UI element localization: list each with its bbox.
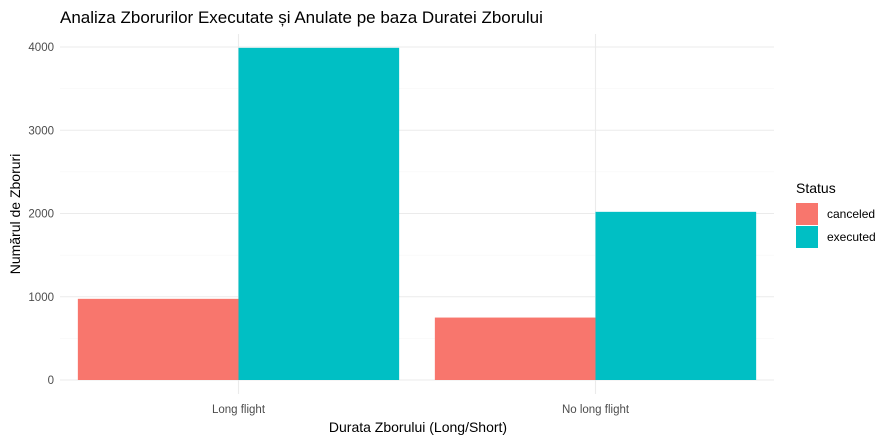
y-axis-title: Numărul de Zboruri [7,154,23,275]
y-tick-label: 3000 [28,125,54,137]
legend-key-canceled [796,203,818,225]
y-tick-label: 1000 [28,292,54,304]
legend-label-canceled: canceled [827,207,875,221]
legend-key-executed [796,226,818,248]
legend: Status canceled executed [796,180,876,248]
x-tick-labels: Long flight No long flight [212,404,630,416]
y-tick-labels: 0 1000 2000 3000 4000 [28,42,54,387]
x-tick-label: Long flight [212,404,266,416]
bar-canceled [434,317,596,380]
bar-canceled [77,298,239,380]
chart-title: Analiza Zborurilor Executate și Anulate … [60,8,543,27]
y-tick-label: 0 [48,375,54,387]
x-tick-label: No long flight [562,404,630,416]
y-tick-label: 2000 [28,209,54,221]
legend-title: Status [796,180,836,196]
bar-executed [238,47,400,381]
legend-label-executed: executed [827,230,876,244]
bar-executed [595,211,757,380]
bars [77,47,757,381]
x-axis-title: Durata Zborului (Long/Short) [329,419,507,435]
y-tick-label: 4000 [28,42,54,54]
